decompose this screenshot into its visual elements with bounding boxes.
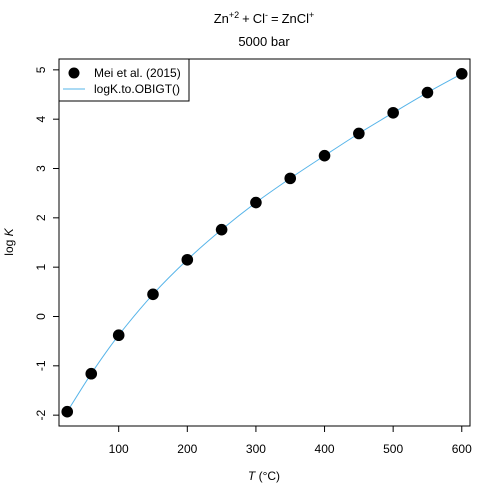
title-charge-zn: +2: [229, 10, 239, 20]
data-point-mei-2015: [215, 223, 228, 236]
chart-subtitle: 5000 bar: [238, 34, 290, 49]
data-point-mei-2015: [421, 86, 434, 99]
data-point-mei-2015: [353, 127, 365, 140]
title-species-cl: Cl: [253, 11, 265, 26]
y-tick-label: 1: [34, 264, 48, 271]
x-tick-label: 500: [383, 442, 403, 456]
legend: Mei et al. (2015) logK.to.OBIGT(): [58, 58, 190, 102]
x-tick-label: 100: [109, 442, 129, 456]
y-tick-label: 3: [34, 165, 48, 172]
chart-title: Zn+2 + Cl- = ZnCl+: [214, 10, 315, 26]
y-axis-prefix: log: [2, 236, 16, 255]
legend-label-line: logK.to.OBIGT(): [94, 82, 180, 96]
plot-frame: [58, 58, 471, 427]
data-point-mei-2015: [387, 106, 399, 119]
data-point-mei-2015: [61, 405, 74, 418]
y-tick-label: 5: [34, 66, 48, 73]
y-tick-label: 4: [34, 116, 48, 123]
x-tick-label: 200: [177, 442, 197, 456]
y-tick-label: 0: [34, 313, 48, 320]
data-point-mei-2015: [112, 329, 125, 342]
title-charge-cl: -: [265, 10, 268, 20]
x-axis-unit: (°C): [255, 469, 280, 483]
axes-layer: 100 200 300 400 500 600 -2 -1 0 1 2 3 4 5: [34, 66, 472, 456]
legend-box: [58, 58, 190, 102]
y-axis-symbol: K: [2, 227, 16, 236]
data-point-mei-2015: [250, 196, 262, 209]
data-point-mei-2015: [455, 67, 468, 80]
data-point-mei-2015: [284, 172, 297, 185]
x-tick-label: 300: [246, 442, 266, 456]
x-axis-title: T (°C): [248, 469, 280, 483]
data-point-mei-2015: [147, 288, 159, 301]
y-tick-label: -2: [34, 409, 48, 420]
data-point-mei-2015: [181, 253, 194, 266]
title-charge-zncl: +: [309, 10, 314, 20]
title-species-zn: Zn: [214, 11, 229, 26]
legend-label-points: Mei et al. (2015): [94, 66, 181, 80]
points-layer: [61, 67, 468, 418]
line-layer: [66, 73, 463, 412]
legend-key-points: [68, 67, 80, 79]
y-axis-title: log K: [2, 227, 16, 255]
data-point-mei-2015: [318, 149, 331, 162]
title-species-zncl: ZnCl: [282, 11, 310, 26]
title-equals: =: [271, 11, 279, 26]
x-axis-symbol: T: [248, 469, 257, 483]
series-line-logk-to-obigt: [66, 73, 463, 412]
x-tick-label: 400: [315, 442, 335, 456]
y-tick-label: 2: [34, 214, 48, 221]
y-tick-label: -1: [34, 360, 48, 371]
title-plus: +: [242, 11, 250, 26]
data-point-mei-2015: [85, 367, 98, 380]
x-tick-label: 600: [452, 442, 472, 456]
